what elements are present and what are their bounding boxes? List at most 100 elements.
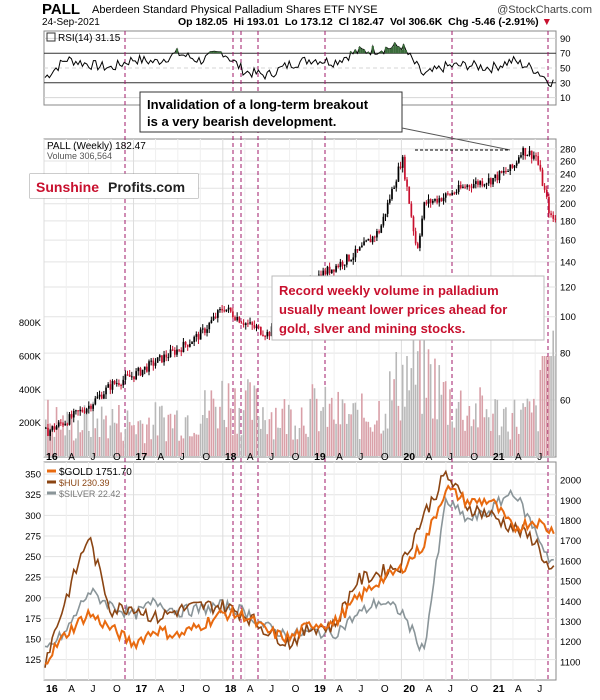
price-tick-label: 220 bbox=[560, 184, 576, 195]
volume-bar bbox=[341, 399, 344, 456]
rsi-tick-label: 10 bbox=[560, 93, 571, 104]
price-tick-label: 260 bbox=[560, 156, 576, 167]
volume-bar bbox=[270, 412, 273, 456]
volume-bar bbox=[322, 407, 324, 456]
price-candle-body bbox=[361, 245, 363, 248]
volume-bar bbox=[148, 417, 150, 456]
price-candle-body bbox=[161, 355, 163, 363]
comparison-right-tick-label: 1600 bbox=[560, 556, 581, 567]
volume-bar bbox=[397, 405, 400, 456]
volume-bar bbox=[238, 407, 241, 456]
price-candle-body bbox=[530, 150, 533, 159]
volume-bar bbox=[384, 413, 387, 456]
price-candle-body bbox=[386, 202, 389, 214]
change-value: -5.46 (-2.91%) bbox=[471, 16, 539, 28]
volume-bar bbox=[131, 425, 133, 456]
x-axis-label: J bbox=[358, 452, 363, 463]
volume-bar bbox=[219, 406, 221, 456]
volume-bar bbox=[100, 406, 103, 456]
high-label: Hi bbox=[233, 16, 244, 28]
volume-bar bbox=[550, 356, 552, 456]
volume-bar bbox=[232, 435, 234, 456]
price-candle-body bbox=[262, 334, 264, 336]
price-candle-body bbox=[479, 181, 481, 185]
price-candle-body bbox=[79, 409, 82, 412]
price-candle-body bbox=[60, 422, 62, 424]
volume-bar bbox=[167, 414, 170, 456]
price-candle-body bbox=[481, 181, 484, 186]
comparison-right-tick-label: 1400 bbox=[560, 597, 581, 608]
logo-left-part bbox=[30, 174, 103, 198]
open-label: Op bbox=[178, 16, 193, 28]
price-candle-body bbox=[201, 328, 204, 330]
comparison-left-tick-label: 150 bbox=[25, 635, 41, 646]
volume-bar bbox=[189, 436, 191, 456]
volume-bar bbox=[257, 416, 260, 456]
volume-bar bbox=[535, 405, 537, 456]
x-axis-label: J bbox=[448, 452, 453, 463]
price-candle-body bbox=[393, 187, 395, 189]
price-candle-body bbox=[543, 185, 546, 190]
volume-bar bbox=[57, 421, 60, 456]
volume-bar bbox=[186, 415, 189, 456]
price-candle-body bbox=[240, 322, 243, 324]
price-candle-body bbox=[206, 329, 208, 333]
volume-bar bbox=[249, 382, 251, 456]
comparison-legend: $GOLD 1751.70 $HUI 230.39 $SILVER 22.42 bbox=[47, 467, 132, 499]
price-candle-body bbox=[53, 426, 56, 430]
price-candle-body bbox=[232, 311, 234, 318]
volume-bar bbox=[350, 414, 352, 456]
volume-bar bbox=[459, 390, 462, 456]
volume-bar bbox=[468, 406, 471, 456]
volume-bar bbox=[330, 397, 333, 456]
volume-bar bbox=[498, 435, 501, 456]
volume-bar bbox=[500, 426, 503, 456]
volume-bar bbox=[548, 356, 550, 456]
volume-bar bbox=[326, 426, 329, 456]
price-candle-body bbox=[152, 360, 155, 366]
rsi-legend-swatch bbox=[46, 32, 56, 42]
x-axis-label: 17 bbox=[136, 683, 148, 695]
volume-bar bbox=[182, 438, 185, 456]
volume-bar bbox=[272, 439, 275, 456]
volume-bar bbox=[543, 356, 546, 456]
volume-bar bbox=[201, 415, 204, 456]
rsi-legend: RSI(14) 31.15 bbox=[46, 32, 121, 44]
price-candle-body bbox=[184, 341, 187, 345]
x-axis-label: A bbox=[515, 452, 522, 463]
volume-bar bbox=[283, 399, 286, 456]
price-candle-body bbox=[191, 342, 193, 345]
price-candle-body bbox=[148, 361, 150, 372]
price-candle-body bbox=[107, 384, 110, 388]
volume-bar bbox=[530, 412, 533, 456]
volume-bar bbox=[472, 419, 475, 456]
x-axis-label: O bbox=[470, 452, 478, 463]
x-axis-label: 21 bbox=[493, 683, 505, 695]
volume-bar bbox=[509, 439, 511, 456]
x-axis-label: O bbox=[113, 684, 121, 695]
volume-bar bbox=[199, 423, 202, 456]
price-candle-body bbox=[51, 426, 54, 431]
volume-bar bbox=[60, 429, 62, 456]
volume-bar bbox=[395, 352, 398, 456]
x-axis-label: A bbox=[68, 684, 75, 695]
volume-bar bbox=[174, 414, 176, 456]
volume-bar bbox=[247, 379, 249, 456]
volume-bar bbox=[305, 433, 307, 456]
volume-bar bbox=[66, 411, 69, 456]
price-candle-body bbox=[346, 254, 348, 265]
volume-bar bbox=[225, 427, 228, 456]
price-candle-body bbox=[72, 411, 75, 418]
volume-bar bbox=[210, 390, 213, 456]
price-tick-label: 200 bbox=[560, 199, 576, 210]
volume-bar bbox=[264, 420, 266, 456]
annotation-volume-line-2: usually meant lower prices ahead for bbox=[279, 302, 507, 317]
price-candle-body bbox=[466, 185, 469, 188]
volume-bar bbox=[464, 430, 466, 456]
x-axis-label: A bbox=[336, 684, 343, 695]
volume-bar bbox=[367, 421, 370, 456]
volume-bar bbox=[285, 434, 288, 456]
x-axis-label: 20 bbox=[403, 683, 415, 695]
price-tick-label: 120 bbox=[560, 283, 576, 294]
volume-bar bbox=[122, 440, 124, 456]
